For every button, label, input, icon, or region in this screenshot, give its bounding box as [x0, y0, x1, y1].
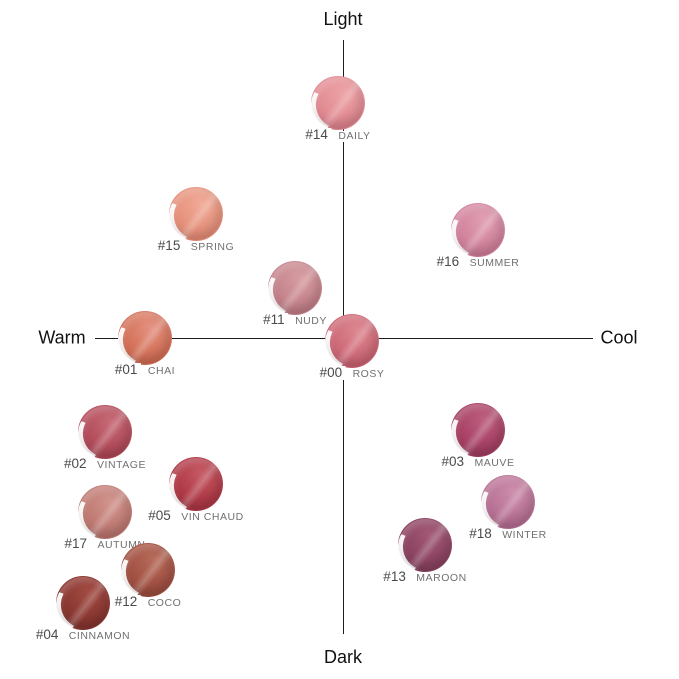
shade-id: #16 — [433, 254, 463, 270]
lipstick-swatch — [56, 576, 110, 630]
lipstick-swatch — [325, 314, 379, 368]
shade-name: DAILY — [335, 130, 374, 143]
lipstick-swatch — [78, 405, 132, 459]
shade-label: #14 DAILY — [302, 127, 374, 144]
shade-id: #11 — [260, 312, 288, 328]
shade-label: #18 WINTER — [466, 526, 550, 543]
shade-id: #05 — [145, 508, 174, 524]
shade-id: #15 — [154, 238, 184, 254]
shade-id: #00 — [316, 365, 346, 381]
shade-label: #04 CINNAMON — [32, 627, 134, 644]
shade-id: #01 — [111, 362, 141, 378]
lipstick-swatch — [268, 261, 322, 315]
shade-name: VINTAGE — [93, 459, 149, 472]
shade-name: AUTUMN — [94, 539, 149, 552]
shade-label: #03 MAUVE — [438, 454, 518, 471]
shade-name: SUMMER — [466, 257, 523, 270]
horizontal-axis-line — [95, 338, 593, 339]
shade-name: CINNAMON — [65, 630, 134, 643]
shade-name: MAROON — [413, 572, 470, 585]
shade-name: COCO — [144, 597, 185, 610]
axis-label-light: Light — [319, 9, 367, 30]
shade-label: #15 SPRING — [154, 238, 238, 255]
shade-id: #18 — [466, 526, 495, 542]
shade-label: #00 ROSY — [316, 365, 388, 382]
shade-label: #12 COCO — [111, 594, 185, 611]
shade-id: #14 — [302, 127, 331, 143]
shade-label: #05 VIN CHAUD — [145, 508, 247, 525]
shade-name: ROSY — [349, 368, 388, 381]
shade-name: MAUVE — [471, 457, 518, 470]
shade-label: #11 NUDY — [260, 312, 330, 329]
shade-name: NUDY — [292, 315, 330, 328]
vertical-axis-line — [343, 40, 344, 634]
shade-label: #13 MAROON — [380, 569, 470, 586]
shade-name: CHAI — [144, 365, 179, 378]
axis-label-cool: Cool — [596, 327, 642, 349]
lipstick-swatch — [451, 403, 505, 457]
shade-label: #01 CHAI — [111, 362, 179, 379]
lipstick-swatch — [169, 457, 223, 511]
shade-name: WINTER — [499, 529, 550, 542]
lipstick-swatch — [78, 485, 132, 539]
shade-label: #17 AUTUMN — [61, 536, 149, 553]
shade-name: VIN CHAUD — [178, 511, 247, 524]
axis-label-dark: Dark — [319, 647, 367, 668]
lipstick-swatch — [398, 518, 452, 572]
lipstick-swatch — [169, 187, 223, 241]
axis-label-warm: Warm — [34, 327, 90, 349]
lipstick-swatch — [451, 203, 505, 257]
shade-id: #04 — [32, 627, 62, 643]
shade-label: #02 VINTAGE — [61, 456, 149, 473]
shade-id: #03 — [438, 454, 468, 470]
shade-label: #16 SUMMER — [433, 254, 523, 271]
shade-id: #12 — [111, 594, 141, 610]
lipstick-swatch — [121, 543, 175, 597]
shade-id: #13 — [380, 569, 409, 585]
lipstick-swatch — [481, 475, 535, 529]
shade-name: SPRING — [187, 241, 238, 254]
shade-id: #02 — [61, 456, 90, 472]
lipstick-swatch — [311, 76, 365, 130]
shade-id: #17 — [61, 536, 91, 552]
